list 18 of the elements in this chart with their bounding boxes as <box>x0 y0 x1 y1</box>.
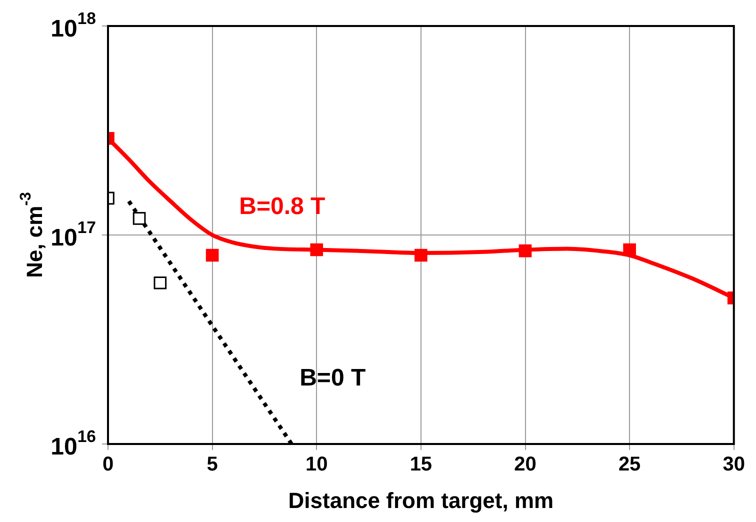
x-tick-label: 5 <box>206 454 218 476</box>
x-tick-label: 25 <box>618 454 641 476</box>
x-tick-label: 20 <box>514 454 536 476</box>
series-label: B=0 T <box>300 364 366 392</box>
point <box>206 248 219 262</box>
point <box>518 244 532 258</box>
x-tick-label: 10 <box>306 454 328 476</box>
point <box>154 276 167 290</box>
x-tick-label: 0 <box>102 454 114 476</box>
point <box>623 243 636 256</box>
series-label: B=0.8 T <box>239 193 326 220</box>
point <box>310 243 324 256</box>
point <box>132 212 146 225</box>
point <box>414 248 428 262</box>
x-tick-label: 30 <box>722 454 745 476</box>
y-axis-title: Ne, cm-3 <box>17 192 48 278</box>
x-tick-label: 15 <box>410 454 432 476</box>
x-axis-title: Distance from target, mm <box>288 488 554 514</box>
